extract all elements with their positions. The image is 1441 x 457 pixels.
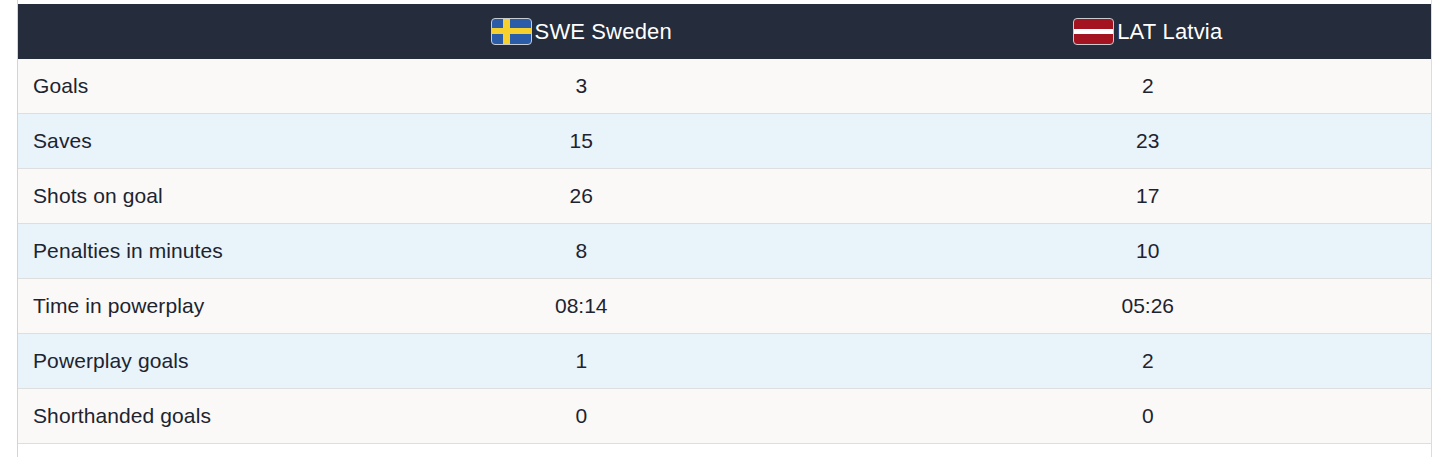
stat-home-value: 8 bbox=[298, 224, 865, 278]
away-team-header-cell: LAT Latvia bbox=[865, 4, 1432, 59]
stat-row-saves: Saves 15 23 bbox=[18, 114, 1431, 169]
stat-label: Penalties in minutes bbox=[18, 224, 298, 278]
stat-home-value: 08:14 bbox=[298, 279, 865, 333]
away-team-header: LAT Latvia bbox=[1073, 18, 1222, 45]
home-team-header: SWE Sweden bbox=[491, 18, 672, 45]
stats-header-empty-cell bbox=[18, 4, 298, 59]
stat-home-value: 15 bbox=[298, 114, 865, 168]
next-section-edge bbox=[18, 444, 1431, 457]
stat-label: Powerplay goals bbox=[18, 334, 298, 388]
home-team-name: Sweden bbox=[591, 19, 672, 45]
away-team-name: Latvia bbox=[1162, 19, 1222, 45]
match-stats-card: SWE Sweden LAT Latvia Goals 3 2 bbox=[17, 0, 1432, 457]
stat-row-goals: Goals 3 2 bbox=[18, 59, 1431, 114]
stat-away-value: 2 bbox=[865, 59, 1432, 113]
stat-label: Saves bbox=[18, 114, 298, 168]
stats-header-row: SWE Sweden LAT Latvia bbox=[18, 4, 1431, 59]
stat-away-value: 0 bbox=[865, 389, 1432, 443]
home-team-code: SWE bbox=[535, 19, 586, 45]
stat-home-value: 1 bbox=[298, 334, 865, 388]
team-stats-table: SWE Sweden LAT Latvia Goals 3 2 bbox=[18, 4, 1431, 457]
stat-home-value: 26 bbox=[298, 169, 865, 223]
stat-row-shots-on-goal: Shots on goal 26 17 bbox=[18, 169, 1431, 224]
stat-label: Time in powerplay bbox=[18, 279, 298, 333]
stat-away-value: 05:26 bbox=[865, 279, 1432, 333]
stat-label: Goals bbox=[18, 59, 298, 113]
stat-label: Shorthanded goals bbox=[18, 389, 298, 443]
stat-row-powerplay-goals: Powerplay goals 1 2 bbox=[18, 334, 1431, 389]
home-team-header-cell: SWE Sweden bbox=[298, 4, 865, 59]
latvia-flag-icon bbox=[1073, 18, 1114, 45]
stat-away-value: 23 bbox=[865, 114, 1432, 168]
stat-row-penalties-in-minutes: Penalties in minutes 8 10 bbox=[18, 224, 1431, 279]
stat-row-shorthanded-goals: Shorthanded goals 0 0 bbox=[18, 389, 1431, 444]
stat-home-value: 3 bbox=[298, 59, 865, 113]
stat-label: Shots on goal bbox=[18, 169, 298, 223]
sweden-flag-icon bbox=[491, 18, 532, 45]
stat-away-value: 2 bbox=[865, 334, 1432, 388]
away-team-code: LAT bbox=[1117, 19, 1156, 45]
stat-away-value: 10 bbox=[865, 224, 1432, 278]
stat-away-value: 17 bbox=[865, 169, 1432, 223]
stat-home-value: 0 bbox=[298, 389, 865, 443]
stat-row-time-in-powerplay: Time in powerplay 08:14 05:26 bbox=[18, 279, 1431, 334]
